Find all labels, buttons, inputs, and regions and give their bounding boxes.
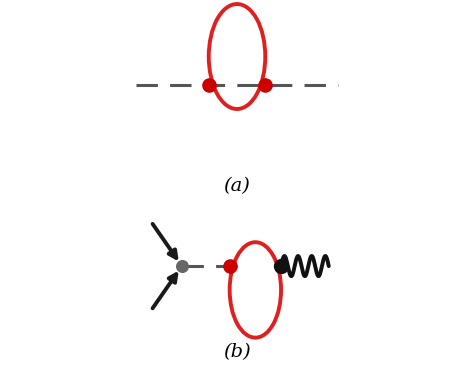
Text: (b): (b) (223, 343, 251, 361)
Point (178, 263, 186, 269)
Point (277, 263, 285, 269)
Point (262, 82, 269, 88)
Point (205, 82, 212, 88)
Point (226, 263, 234, 269)
Text: (a): (a) (224, 177, 250, 195)
